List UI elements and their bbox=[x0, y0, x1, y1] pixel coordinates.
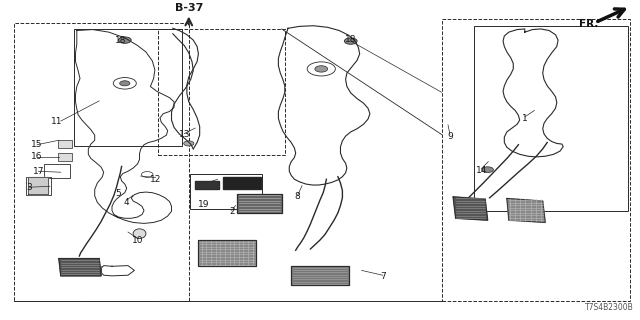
Polygon shape bbox=[453, 197, 488, 220]
Bar bbox=[14, 22, 189, 301]
Text: 14: 14 bbox=[476, 166, 487, 175]
Text: 1: 1 bbox=[522, 114, 527, 123]
Bar bbox=[190, 174, 262, 209]
Polygon shape bbox=[237, 194, 282, 213]
Bar bbox=[26, 177, 51, 195]
Polygon shape bbox=[291, 266, 349, 285]
Text: 10: 10 bbox=[132, 236, 143, 244]
Ellipse shape bbox=[133, 229, 146, 238]
Bar bbox=[58, 140, 72, 148]
Circle shape bbox=[120, 81, 130, 86]
Text: 7: 7 bbox=[380, 272, 385, 281]
Polygon shape bbox=[28, 177, 48, 194]
Bar bbox=[58, 153, 72, 161]
Text: 13: 13 bbox=[179, 130, 190, 139]
Text: 20: 20 bbox=[204, 254, 215, 263]
Text: 8: 8 bbox=[295, 192, 300, 201]
Bar bbox=[442, 19, 630, 301]
Text: 5: 5 bbox=[116, 189, 121, 198]
Polygon shape bbox=[507, 198, 545, 222]
Bar bbox=[474, 26, 628, 211]
Circle shape bbox=[118, 37, 131, 43]
Text: 6: 6 bbox=[97, 266, 102, 275]
Text: 3: 3 bbox=[26, 183, 31, 192]
Text: T7S4B2300B: T7S4B2300B bbox=[585, 303, 634, 312]
Text: 19: 19 bbox=[198, 200, 209, 209]
Text: FR.: FR. bbox=[579, 19, 598, 29]
Text: 17: 17 bbox=[33, 167, 44, 176]
Circle shape bbox=[344, 38, 357, 44]
Text: 18: 18 bbox=[345, 35, 356, 44]
Circle shape bbox=[482, 167, 493, 172]
Circle shape bbox=[184, 141, 194, 146]
Text: 12: 12 bbox=[150, 175, 161, 184]
Text: 15: 15 bbox=[31, 140, 43, 149]
Text: 9: 9 bbox=[447, 132, 452, 140]
Text: 19: 19 bbox=[198, 181, 209, 190]
Text: 4: 4 bbox=[124, 198, 129, 207]
Bar bbox=[74, 29, 182, 146]
Polygon shape bbox=[59, 259, 101, 276]
Polygon shape bbox=[195, 181, 219, 189]
Circle shape bbox=[315, 66, 328, 72]
Text: 16: 16 bbox=[31, 152, 43, 161]
Bar bbox=[44, 164, 70, 178]
Text: 18: 18 bbox=[115, 36, 126, 44]
Bar bbox=[158, 29, 285, 155]
Text: 11: 11 bbox=[51, 117, 62, 126]
Text: B-37: B-37 bbox=[175, 3, 203, 13]
Text: 2: 2 bbox=[229, 207, 234, 216]
Polygon shape bbox=[198, 240, 256, 266]
Polygon shape bbox=[223, 177, 261, 189]
